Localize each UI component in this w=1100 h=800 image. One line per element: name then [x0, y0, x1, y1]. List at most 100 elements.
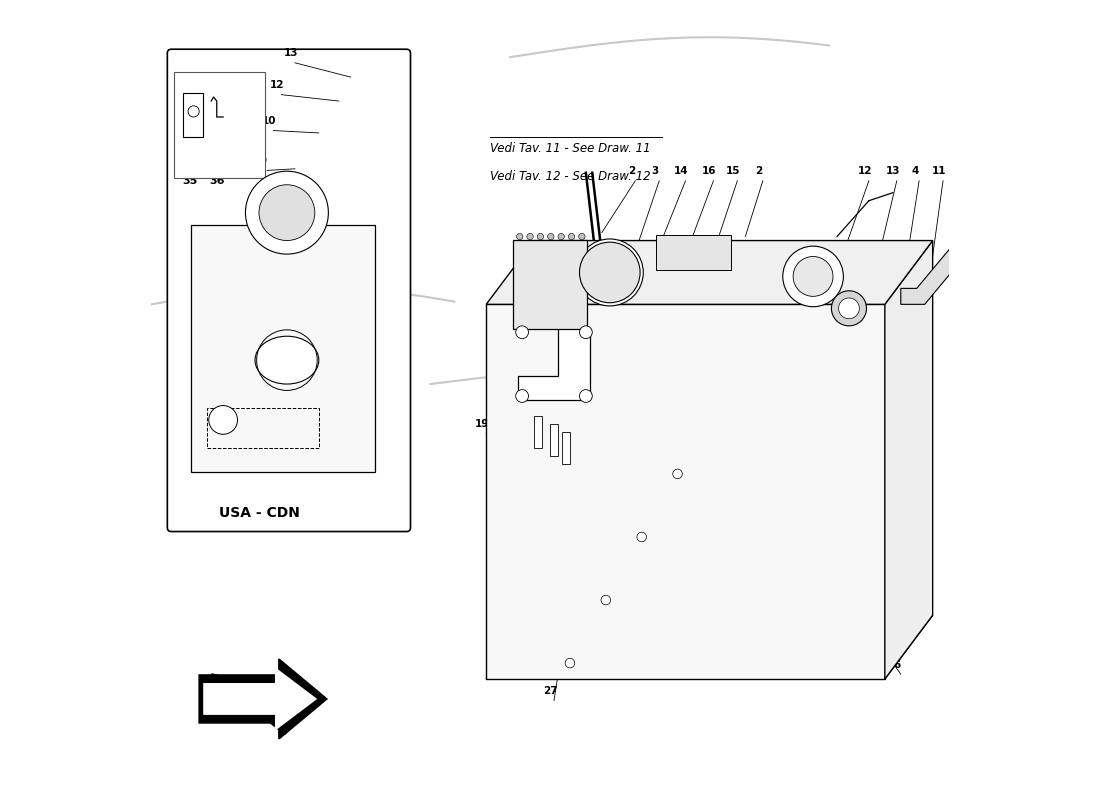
Text: 23: 23 — [490, 331, 504, 342]
Text: 34: 34 — [542, 530, 558, 541]
Text: 35: 35 — [182, 176, 197, 186]
Polygon shape — [884, 241, 933, 679]
Text: 32: 32 — [662, 660, 676, 670]
Text: 12: 12 — [271, 80, 285, 90]
Text: 16: 16 — [702, 166, 717, 176]
Text: 27: 27 — [542, 431, 558, 441]
Text: 6: 6 — [893, 660, 901, 670]
Circle shape — [673, 469, 682, 478]
Text: 3: 3 — [881, 299, 889, 310]
Text: 28: 28 — [542, 454, 558, 465]
Text: 7: 7 — [299, 319, 307, 330]
FancyBboxPatch shape — [656, 235, 732, 270]
Text: 10: 10 — [262, 116, 276, 126]
Bar — [562, 432, 570, 464]
Polygon shape — [518, 328, 590, 400]
Text: 12: 12 — [858, 166, 872, 176]
Text: 29: 29 — [542, 558, 558, 569]
Circle shape — [569, 234, 574, 240]
Text: 13: 13 — [886, 166, 900, 176]
Circle shape — [516, 390, 528, 402]
Text: USA - CDN: USA - CDN — [219, 506, 299, 520]
Polygon shape — [901, 241, 965, 304]
Text: 28: 28 — [750, 478, 764, 489]
Text: 19: 19 — [475, 419, 490, 429]
Text: 3: 3 — [651, 166, 659, 176]
Circle shape — [838, 298, 859, 318]
Text: 7: 7 — [251, 319, 258, 330]
Text: 11: 11 — [342, 319, 356, 330]
Polygon shape — [486, 304, 884, 679]
Text: 18: 18 — [540, 419, 554, 429]
Circle shape — [258, 185, 315, 241]
Text: 13: 13 — [284, 48, 298, 58]
FancyBboxPatch shape — [167, 50, 410, 531]
Polygon shape — [191, 225, 375, 472]
Circle shape — [793, 257, 833, 296]
Circle shape — [209, 406, 238, 434]
Text: eurospares: eurospares — [708, 545, 902, 574]
Text: 4: 4 — [912, 166, 918, 176]
Text: 27: 27 — [542, 588, 558, 598]
Bar — [184, 93, 204, 137]
Text: 22: 22 — [537, 331, 551, 342]
Bar — [550, 424, 558, 456]
Text: 36: 36 — [209, 176, 224, 186]
Polygon shape — [204, 667, 317, 731]
Circle shape — [527, 234, 534, 240]
Text: 28: 28 — [542, 612, 558, 622]
FancyBboxPatch shape — [174, 71, 265, 178]
Text: eurospares: eurospares — [198, 370, 392, 398]
Text: 21: 21 — [514, 331, 528, 342]
Circle shape — [579, 234, 585, 240]
Polygon shape — [199, 659, 327, 739]
Text: 26: 26 — [542, 636, 558, 646]
Text: 2: 2 — [628, 166, 635, 176]
Text: 24: 24 — [858, 343, 872, 353]
Text: 9: 9 — [260, 156, 266, 166]
Text: 8: 8 — [849, 660, 857, 670]
Text: 11: 11 — [932, 166, 946, 176]
Circle shape — [637, 532, 647, 542]
Circle shape — [783, 246, 844, 306]
Text: 14: 14 — [674, 166, 689, 176]
Circle shape — [558, 234, 564, 240]
Polygon shape — [486, 241, 933, 304]
Text: 2: 2 — [756, 166, 762, 176]
Ellipse shape — [255, 336, 319, 384]
Circle shape — [188, 106, 199, 117]
Text: eurospares: eurospares — [549, 290, 742, 319]
Circle shape — [517, 234, 522, 240]
Text: 4: 4 — [321, 319, 329, 330]
Text: 27: 27 — [750, 510, 764, 521]
Circle shape — [580, 390, 592, 402]
Text: 24: 24 — [858, 259, 872, 270]
Text: 28: 28 — [542, 662, 558, 672]
Text: Vedi Tav. 11 - See Draw. 11: Vedi Tav. 11 - See Draw. 11 — [491, 142, 651, 155]
Text: 15: 15 — [726, 166, 740, 176]
Circle shape — [548, 234, 554, 240]
Circle shape — [580, 326, 592, 338]
Circle shape — [537, 234, 543, 240]
Text: 31: 31 — [684, 660, 700, 670]
Text: 17: 17 — [517, 419, 531, 429]
Text: 5: 5 — [274, 319, 280, 330]
Circle shape — [516, 326, 528, 338]
Circle shape — [601, 595, 610, 605]
Bar — [535, 416, 542, 448]
Text: 1: 1 — [871, 660, 879, 670]
Text: 25: 25 — [542, 478, 558, 489]
Circle shape — [245, 171, 329, 254]
Circle shape — [576, 239, 643, 306]
Circle shape — [580, 242, 640, 302]
Circle shape — [565, 658, 574, 668]
Circle shape — [832, 290, 867, 326]
Text: 20: 20 — [495, 419, 509, 429]
Bar — [207, 408, 319, 448]
Text: 33: 33 — [542, 506, 558, 517]
Polygon shape — [486, 615, 933, 679]
Text: Vedi Tav. 12 - See Draw. 12: Vedi Tav. 12 - See Draw. 12 — [491, 170, 651, 183]
Text: 26: 26 — [706, 660, 721, 670]
Text: 30: 30 — [637, 660, 651, 670]
Circle shape — [587, 250, 632, 294]
